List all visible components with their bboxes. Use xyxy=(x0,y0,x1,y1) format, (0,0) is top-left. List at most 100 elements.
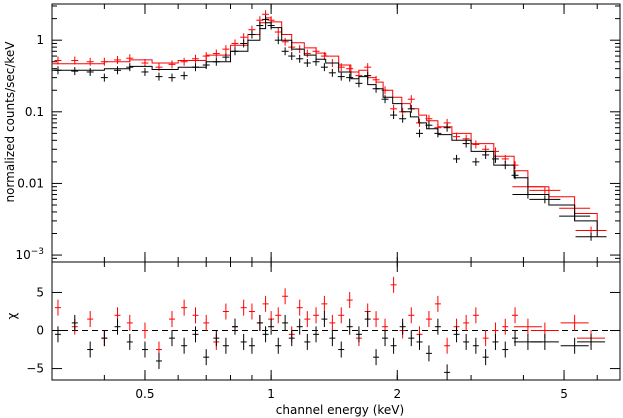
data-point xyxy=(296,54,304,63)
data-point xyxy=(240,39,248,48)
y-tick-label-main: 1 xyxy=(36,33,44,47)
data-point xyxy=(274,36,282,45)
residual-point xyxy=(364,311,371,328)
residual-point xyxy=(282,288,289,305)
data-point xyxy=(212,49,220,58)
data-point xyxy=(355,79,363,88)
residual-point xyxy=(114,318,121,335)
residual-point xyxy=(268,318,275,335)
y-tick-label-residual: 0 xyxy=(36,324,44,338)
data-point xyxy=(86,57,94,66)
residual-point xyxy=(502,341,509,358)
residual-point xyxy=(126,314,133,331)
model-line-1 xyxy=(52,17,598,231)
residual-point xyxy=(87,341,94,358)
y-tick-label-main: 10−3 xyxy=(15,247,44,262)
y-tick-label-residual: −5 xyxy=(26,362,44,376)
residual-point xyxy=(434,295,441,312)
residual-point xyxy=(434,318,441,335)
residual-point xyxy=(232,318,239,335)
residual-point xyxy=(141,341,148,358)
x-tick-label: 0.5 xyxy=(135,387,154,401)
data-point xyxy=(453,154,461,163)
residual-point xyxy=(262,326,269,343)
y-axis-label-main: normalized counts/sec/keV xyxy=(3,41,17,203)
data-point xyxy=(346,73,354,82)
residual-point xyxy=(416,333,423,350)
data-point xyxy=(222,53,230,62)
data-point xyxy=(262,15,270,24)
x-tick-label: 2 xyxy=(393,387,401,401)
residual-point xyxy=(296,318,303,335)
residual-point xyxy=(444,364,451,381)
residual-point xyxy=(256,314,263,331)
data-point xyxy=(472,157,480,166)
residual-point xyxy=(155,352,162,369)
y-tick-label-main: 0.1 xyxy=(25,105,44,119)
x-tick-label: 5 xyxy=(560,387,568,401)
residual-point xyxy=(373,349,380,366)
residual-point xyxy=(282,314,289,331)
residual-point xyxy=(482,349,489,366)
data-point xyxy=(529,186,561,195)
residual-point xyxy=(453,326,460,343)
y-tick-label-residual: 5 xyxy=(36,285,44,299)
residual-point xyxy=(304,311,311,328)
residual-point xyxy=(304,333,311,350)
data-point xyxy=(443,123,451,132)
data-point xyxy=(168,60,176,69)
data-point xyxy=(54,56,62,65)
residual-point xyxy=(338,341,345,358)
data-point xyxy=(248,30,256,39)
residual-point xyxy=(181,299,188,316)
residual-point xyxy=(530,333,559,350)
y-tick-label-main: 0.01 xyxy=(17,176,44,190)
residual-point xyxy=(560,314,589,331)
data-point xyxy=(231,39,239,48)
data-point xyxy=(281,47,289,56)
data-point xyxy=(407,104,415,113)
data-point xyxy=(191,54,199,63)
residual-point xyxy=(192,326,199,343)
residual-point xyxy=(248,337,255,354)
residual-point xyxy=(222,337,229,354)
residual-point xyxy=(577,333,606,350)
spectrum-panel: 10−3 0.01 0.1 1 xyxy=(15,3,621,380)
residual-point xyxy=(560,337,589,354)
data-point xyxy=(472,140,480,149)
data-point xyxy=(71,67,79,76)
residual-point xyxy=(512,307,519,324)
data-point xyxy=(86,67,94,76)
data-point xyxy=(381,95,389,104)
data-point xyxy=(155,72,163,81)
residual-point xyxy=(192,307,199,324)
residual-point xyxy=(203,314,210,331)
x-axis-label: channel energy (keV) xyxy=(276,403,404,417)
residual-point xyxy=(513,318,542,335)
residual-point xyxy=(313,307,320,324)
residual-point xyxy=(313,326,320,343)
residual-point xyxy=(502,318,509,335)
residual-point xyxy=(240,333,247,350)
residual-point xyxy=(346,318,353,335)
residual-point xyxy=(408,330,415,347)
x-tick-label: 1 xyxy=(267,387,275,401)
residual-point xyxy=(321,311,328,328)
data-point xyxy=(482,150,490,159)
residual-point xyxy=(390,337,397,354)
residual-point xyxy=(168,330,175,347)
residual-point xyxy=(390,276,397,293)
data-point xyxy=(114,66,122,75)
residual-point xyxy=(240,299,247,316)
plot-frame-main xyxy=(51,3,621,263)
data-point xyxy=(416,129,424,138)
residual-point xyxy=(408,307,415,324)
residual-point xyxy=(54,326,61,343)
data-point xyxy=(491,154,499,163)
residual-point xyxy=(329,314,336,331)
residual-point xyxy=(54,299,61,316)
residual-point xyxy=(141,322,148,339)
data-point xyxy=(168,73,176,82)
residual-point xyxy=(296,299,303,316)
model-line-3 xyxy=(52,22,598,237)
